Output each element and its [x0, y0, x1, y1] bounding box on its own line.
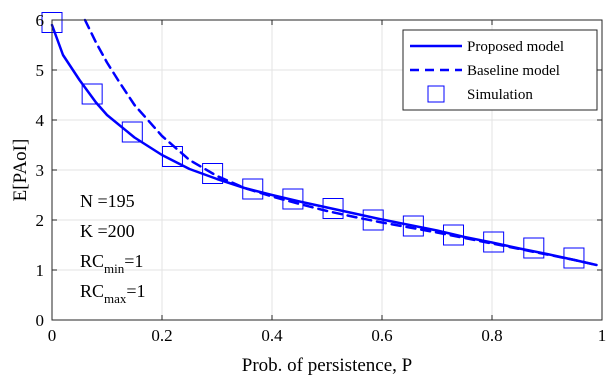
annotation-base: RC [80, 281, 104, 301]
y-tick-label: 5 [36, 61, 45, 80]
y-axis-label: E[PAoI] [10, 139, 31, 202]
simulation-point [322, 198, 344, 219]
simulation-point [81, 83, 103, 105]
legend: Proposed model Baseline model Simulation [402, 29, 598, 111]
annotation-line: RCmax=1 [80, 281, 146, 306]
legend-box [402, 29, 598, 111]
x-tick-label: 0.6 [371, 326, 392, 345]
annotation-subscript: max [104, 291, 127, 306]
annotation-line: N =195 [80, 191, 135, 211]
annotation-subscript: min [104, 261, 125, 276]
simulation-point [402, 215, 424, 237]
y-tick-label: 3 [36, 161, 45, 180]
baseline-model-line [83, 18, 598, 267]
tick-labels: 0 0.2 0.4 0.6 0.8 1 0 1 2 3 4 5 6 [36, 11, 607, 345]
annotation-line: K =200 [80, 221, 135, 241]
x-tick-label: 0 [48, 326, 57, 345]
annotation-line: RCmin=1 [80, 251, 143, 276]
x-tick-label: 0.2 [151, 326, 172, 345]
simulation-point [282, 188, 304, 210]
ticks [51, 19, 603, 321]
legend-items: Proposed model Baseline model Simulation [410, 39, 564, 103]
annotation-base: K =200 [80, 221, 135, 241]
y-tick-label: 4 [36, 111, 45, 130]
simulation-point [161, 146, 183, 167]
legend-label: Simulation [467, 87, 533, 103]
annotation-value: =1 [126, 281, 145, 301]
annotation-base: N =195 [80, 191, 135, 211]
annotation-value: =1 [124, 251, 143, 271]
simulation-point [121, 121, 143, 143]
legend-label: Baseline model [467, 63, 560, 79]
annotation-base: RC [80, 251, 104, 271]
y-tick-label: 0 [36, 311, 45, 330]
x-tick-label: 0.4 [261, 326, 283, 345]
series-layer [41, 12, 598, 269]
simulation-point [443, 224, 464, 246]
legend-swatch-simulation [427, 85, 445, 103]
y-tick-label: 1 [36, 261, 45, 280]
simulation-markers [41, 12, 585, 269]
simulation-point [202, 163, 224, 184]
simulation-point [242, 178, 264, 200]
y-tick-label: 2 [36, 211, 45, 230]
y-tick-label: 6 [36, 11, 45, 30]
x-tick-label: 0.8 [481, 326, 502, 345]
x-tick-label: 1 [598, 326, 607, 345]
simulation-point [563, 247, 585, 269]
simulation-point [523, 237, 545, 259]
legend-label: Proposed model [467, 39, 564, 55]
simulation-point [483, 231, 505, 253]
simulation-point [362, 209, 384, 231]
x-axis-label: Prob. of persistence, P [242, 355, 412, 376]
